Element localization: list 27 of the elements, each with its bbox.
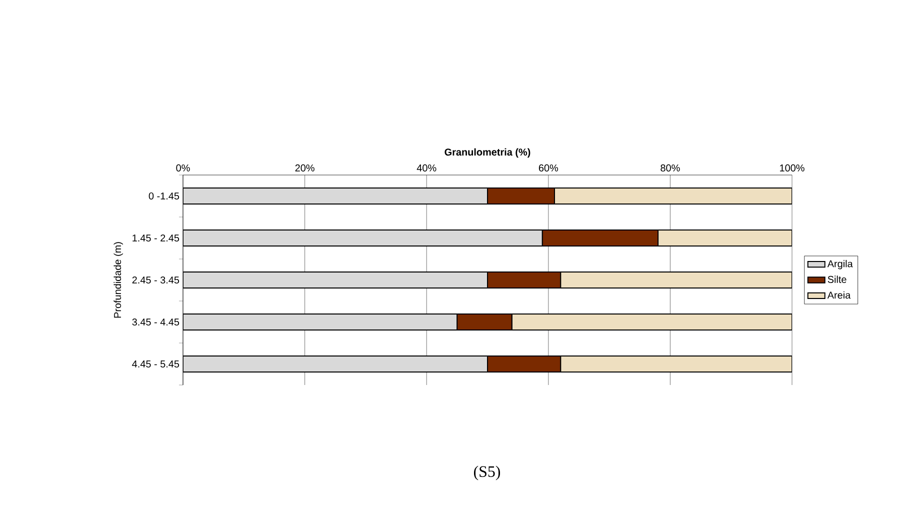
legend-label: Argila <box>827 260 853 270</box>
x-tick-label: 60% <box>538 164 558 172</box>
x-tick-label: 80% <box>660 164 680 172</box>
legend-label: Silte <box>828 276 846 283</box>
legend-label: Areia <box>827 291 851 299</box>
y-tick-label: 0 -1.45 <box>148 192 180 200</box>
bar <box>560 356 792 372</box>
x-tick-label: 20% <box>295 164 314 172</box>
bar <box>560 272 792 288</box>
bar <box>511 314 792 330</box>
y-tick-label: 3.45 - 4.45 <box>132 318 180 326</box>
text: (S5) <box>474 466 500 480</box>
y-tick-label: 2.45 - 3.45 <box>132 276 180 284</box>
x-tick-label: 40% <box>416 164 436 172</box>
bar <box>554 188 792 204</box>
x-axis-title: Granulometria (%) <box>444 148 530 158</box>
bar <box>658 230 792 246</box>
y-tick-label: 1.45 - 2.45 <box>132 234 180 242</box>
bar <box>183 272 488 288</box>
x-tick-label: 100% <box>780 164 804 172</box>
bar <box>183 188 488 204</box>
bar <box>183 230 543 246</box>
bar <box>183 356 488 372</box>
y-axis-title: Profundidade (m) <box>114 242 124 318</box>
x-tick-label: 0% <box>176 164 190 172</box>
bar <box>183 314 458 330</box>
y-tick-label: 4.45 - 5.45 <box>132 360 180 368</box>
